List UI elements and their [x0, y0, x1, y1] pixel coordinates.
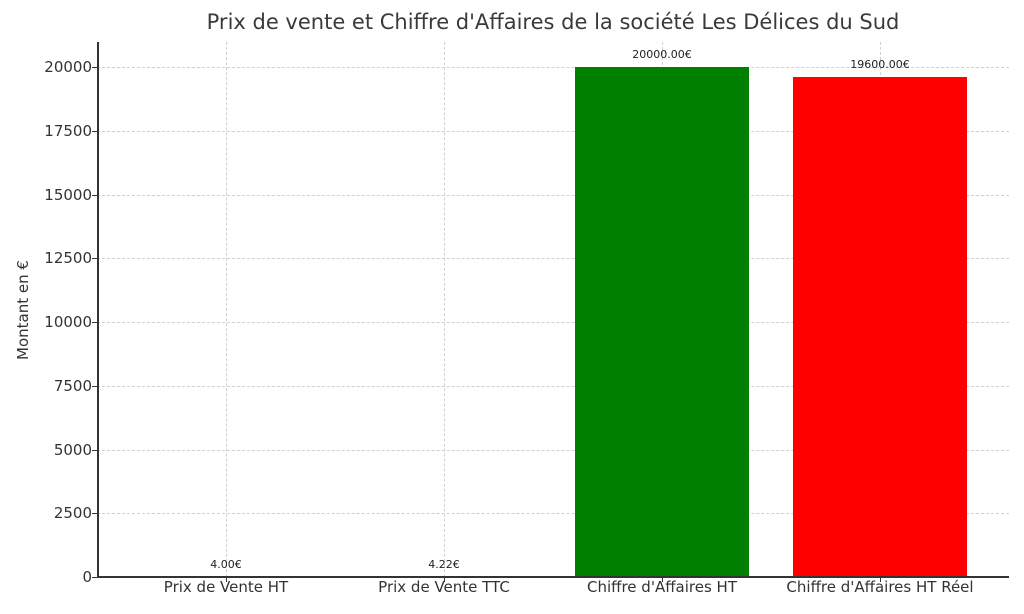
y-tick-mark [92, 67, 97, 68]
x-tick-label: Prix de Vente HT [163, 578, 289, 596]
y-tick-label: 2500 [53, 504, 92, 523]
h-gridline [97, 322, 1009, 323]
y-tick-label: 7500 [53, 376, 92, 395]
y-tick-label: 12500 [44, 249, 92, 268]
x-tick-mark [444, 577, 445, 582]
v-gridline [444, 42, 445, 577]
y-tick-mark [92, 194, 97, 196]
y-axis-line [97, 42, 99, 578]
h-gridline [97, 194, 1009, 196]
h-gridline [97, 385, 1009, 387]
y-tick-mark [92, 577, 97, 578]
bar-value-label: 4.22€ [428, 557, 460, 571]
h-gridline [97, 130, 1009, 132]
y-tick-mark [92, 385, 97, 387]
h-gridline [97, 449, 1009, 451]
bar-value-label: 4.00€ [210, 557, 242, 571]
h-gridline [97, 258, 1009, 260]
bar [575, 67, 749, 577]
y-tick-mark [92, 513, 97, 515]
h-gridline [97, 513, 1009, 515]
x-tick-mark [880, 577, 881, 582]
v-gridline [226, 42, 227, 577]
x-tick-label: Chiffre d'Affaires HT Réel [786, 578, 974, 596]
y-tick-label: 0 [82, 568, 92, 586]
chart-title: Prix de vente et Chiffre d'Affaires de l… [206, 10, 900, 34]
x-tick-label: Prix de Vente TTC [378, 578, 510, 596]
y-tick-mark [92, 258, 97, 260]
y-tick-mark [92, 322, 97, 323]
y-tick-label: 10000 [44, 313, 92, 331]
x-tick-mark [226, 577, 227, 582]
y-tick-label: 15000 [44, 185, 92, 204]
y-tick-mark [92, 130, 97, 132]
bar [793, 77, 967, 577]
y-tick-mark [92, 449, 97, 451]
y-tick-label: 17500 [44, 121, 92, 140]
x-tick-mark [662, 577, 663, 582]
y-tick-label: 20000 [44, 58, 92, 76]
y-axis-label: Montant en € [14, 260, 32, 360]
h-gridline [97, 67, 1009, 68]
bar-value-label: 20000.00€ [632, 48, 692, 61]
x-axis-line [97, 576, 1009, 578]
bar-value-label: 19600.00€ [850, 58, 910, 72]
y-tick-label: 5000 [53, 440, 92, 459]
x-tick-label: Chiffre d'Affaires HT [586, 578, 738, 596]
